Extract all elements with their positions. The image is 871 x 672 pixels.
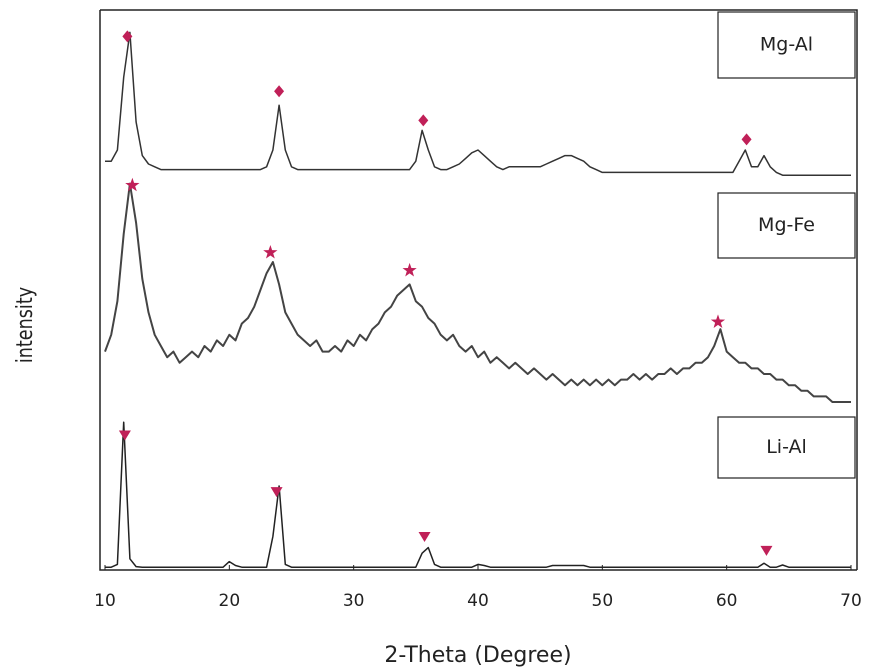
x-tick-label: 60 bbox=[716, 591, 738, 611]
x-tick-label: 10 bbox=[94, 591, 116, 611]
legend-box bbox=[717, 416, 856, 479]
peak-marker bbox=[741, 133, 752, 146]
xrd-line bbox=[105, 31, 851, 176]
xrd-line bbox=[104, 182, 851, 403]
peak-marker bbox=[418, 531, 431, 542]
peak-marker bbox=[122, 30, 133, 43]
peak-marker bbox=[274, 85, 285, 98]
peak-marker bbox=[710, 314, 726, 328]
xrd-line bbox=[105, 421, 851, 568]
x-axis-title: 2-Theta (Degree) bbox=[384, 643, 571, 668]
x-tick-label: 30 bbox=[343, 591, 365, 611]
peak-marker bbox=[270, 487, 283, 498]
peak-marker bbox=[263, 245, 278, 259]
legend-box bbox=[717, 192, 856, 259]
x-tick-label: 50 bbox=[592, 591, 614, 611]
peak-marker bbox=[418, 114, 429, 127]
peak-marker bbox=[118, 430, 131, 441]
x-tick-label: 20 bbox=[219, 591, 241, 611]
peak-marker bbox=[402, 262, 417, 277]
plot-frame bbox=[99, 9, 858, 571]
x-tick-label: 40 bbox=[467, 591, 489, 611]
peak-marker bbox=[760, 545, 773, 556]
legend-text: Li-Al bbox=[766, 436, 807, 458]
legend-text: Mg-Al bbox=[760, 34, 813, 56]
peak-marker bbox=[125, 177, 140, 192]
x-tick-label: 70 bbox=[840, 591, 862, 611]
legend-box bbox=[717, 11, 856, 79]
y-axis-title: intensity bbox=[12, 287, 37, 363]
legend-text: Mg-Fe bbox=[758, 214, 815, 236]
